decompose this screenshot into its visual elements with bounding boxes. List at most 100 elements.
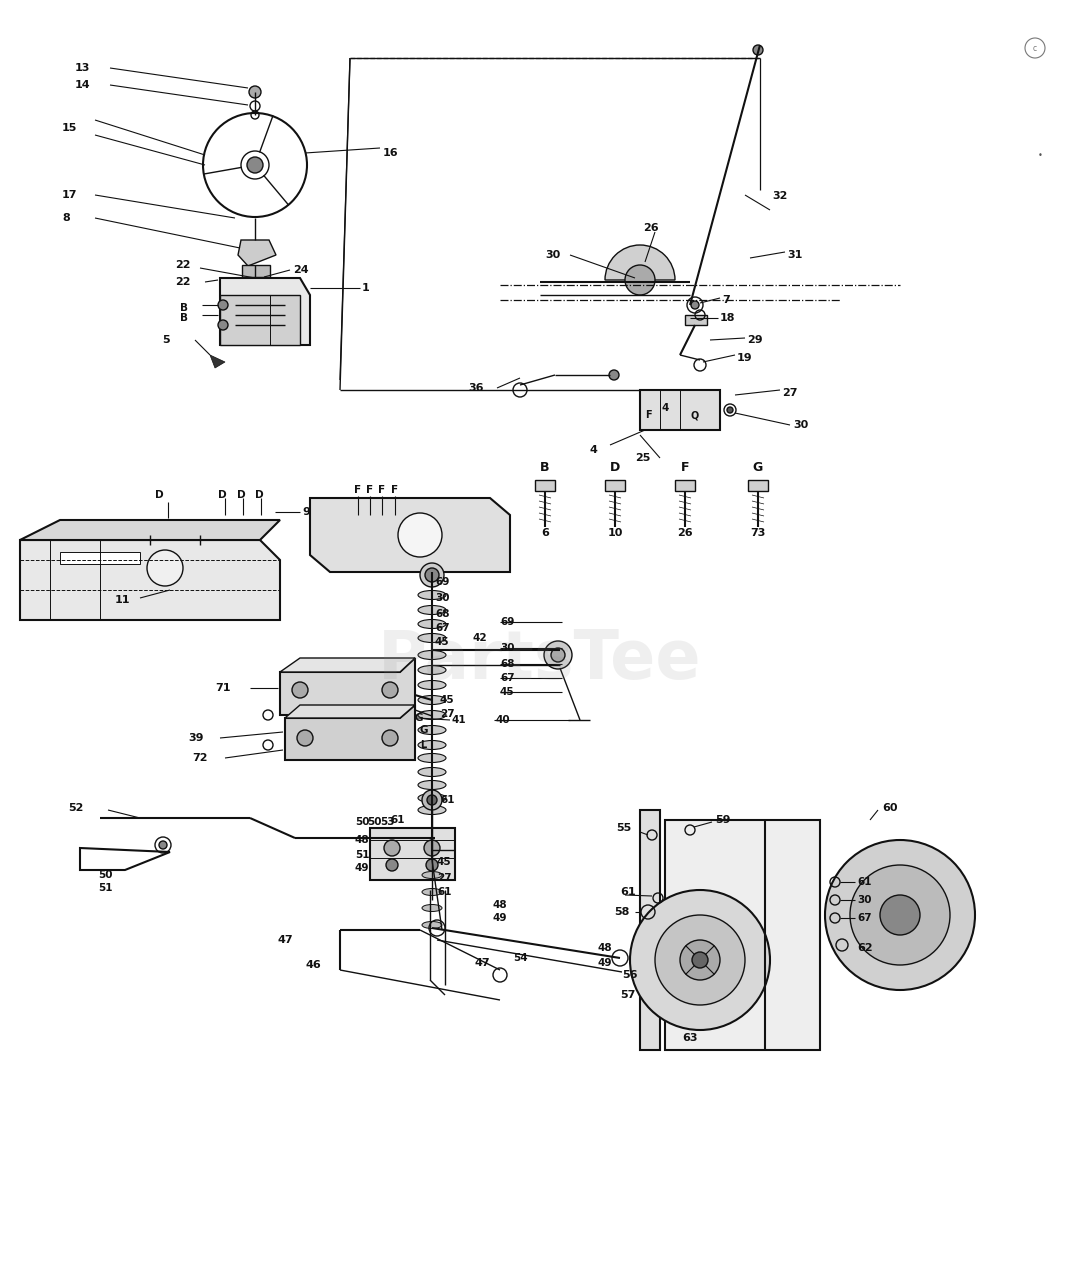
- Text: •: •: [1037, 151, 1042, 160]
- Text: 19: 19: [737, 353, 752, 364]
- Text: 22: 22: [175, 260, 191, 270]
- Text: 31: 31: [787, 250, 802, 260]
- Text: 17: 17: [63, 189, 78, 200]
- Text: B: B: [180, 303, 188, 314]
- Polygon shape: [285, 705, 415, 760]
- Text: 69: 69: [500, 617, 514, 627]
- Polygon shape: [20, 540, 280, 620]
- Ellipse shape: [418, 620, 446, 628]
- Text: 25: 25: [635, 453, 650, 463]
- Text: 50: 50: [367, 817, 382, 827]
- Text: 30: 30: [857, 895, 871, 905]
- Text: 30: 30: [436, 593, 450, 603]
- Text: 36: 36: [468, 383, 484, 393]
- Text: 54: 54: [513, 954, 527, 963]
- Ellipse shape: [418, 650, 446, 659]
- Circle shape: [158, 841, 167, 849]
- Text: G: G: [420, 724, 428, 735]
- Text: 69: 69: [436, 577, 450, 588]
- Text: 29: 29: [747, 335, 762, 346]
- Polygon shape: [210, 355, 225, 369]
- Bar: [241, 265, 270, 276]
- Text: Q: Q: [691, 410, 700, 420]
- Polygon shape: [280, 658, 415, 716]
- Ellipse shape: [418, 681, 446, 690]
- Text: F: F: [354, 485, 361, 495]
- Circle shape: [382, 682, 398, 698]
- Circle shape: [398, 513, 442, 557]
- Text: 62: 62: [857, 943, 872, 954]
- Text: 27: 27: [440, 709, 455, 719]
- Text: D: D: [218, 490, 226, 500]
- Bar: [60, 552, 140, 564]
- Text: 26: 26: [642, 223, 659, 233]
- Text: F: F: [391, 485, 398, 495]
- Ellipse shape: [421, 905, 442, 911]
- Circle shape: [754, 45, 763, 55]
- Bar: [685, 315, 707, 325]
- Ellipse shape: [421, 922, 442, 928]
- Text: 15: 15: [63, 123, 78, 133]
- Text: F: F: [367, 485, 373, 495]
- Circle shape: [680, 940, 720, 980]
- Text: 39: 39: [188, 733, 204, 742]
- Text: 58: 58: [614, 908, 630, 916]
- Polygon shape: [20, 520, 280, 540]
- Circle shape: [292, 682, 308, 698]
- Ellipse shape: [418, 634, 446, 643]
- Circle shape: [727, 407, 733, 413]
- Text: 45: 45: [436, 637, 450, 646]
- Text: 73: 73: [750, 529, 765, 538]
- Text: PartsTee: PartsTee: [378, 627, 702, 692]
- Text: 42: 42: [473, 634, 487, 643]
- Circle shape: [218, 320, 229, 330]
- Circle shape: [551, 648, 565, 662]
- Ellipse shape: [421, 872, 442, 878]
- Circle shape: [247, 157, 263, 173]
- Text: 71: 71: [215, 684, 231, 692]
- Text: 13: 13: [75, 63, 91, 73]
- Polygon shape: [310, 498, 510, 572]
- Text: F: F: [378, 485, 385, 495]
- Text: 4: 4: [661, 403, 668, 413]
- Circle shape: [655, 915, 745, 1005]
- Text: F: F: [680, 461, 689, 474]
- Text: 30: 30: [545, 250, 561, 260]
- Ellipse shape: [418, 781, 446, 790]
- Text: 27: 27: [782, 388, 798, 398]
- Ellipse shape: [418, 590, 446, 599]
- Circle shape: [147, 550, 183, 586]
- Polygon shape: [640, 810, 660, 1050]
- Text: 50: 50: [98, 870, 112, 881]
- Text: 32: 32: [772, 191, 787, 201]
- Text: 67: 67: [857, 913, 872, 923]
- Text: D: D: [237, 490, 246, 500]
- Circle shape: [692, 952, 708, 968]
- Text: 48: 48: [493, 900, 508, 910]
- Text: 51: 51: [355, 850, 370, 860]
- Text: 63: 63: [682, 1033, 697, 1043]
- Text: 60: 60: [882, 803, 898, 813]
- Text: 45: 45: [500, 687, 514, 698]
- Text: 8: 8: [63, 212, 70, 223]
- Text: 1: 1: [362, 283, 370, 293]
- Text: 41: 41: [452, 716, 467, 724]
- Text: 47: 47: [278, 934, 293, 945]
- Circle shape: [625, 265, 655, 294]
- Ellipse shape: [421, 888, 442, 896]
- Text: 11: 11: [115, 595, 130, 605]
- Polygon shape: [370, 828, 455, 881]
- Circle shape: [218, 300, 229, 310]
- Circle shape: [880, 895, 920, 934]
- Text: 53: 53: [381, 817, 395, 827]
- Circle shape: [427, 795, 437, 805]
- Polygon shape: [285, 705, 415, 718]
- Text: 67: 67: [500, 673, 514, 684]
- Ellipse shape: [418, 666, 446, 675]
- Polygon shape: [238, 241, 276, 266]
- Text: 30: 30: [793, 420, 808, 430]
- Text: 56: 56: [622, 970, 637, 980]
- Text: L: L: [420, 740, 426, 750]
- Ellipse shape: [418, 768, 446, 777]
- Text: 30: 30: [500, 643, 514, 653]
